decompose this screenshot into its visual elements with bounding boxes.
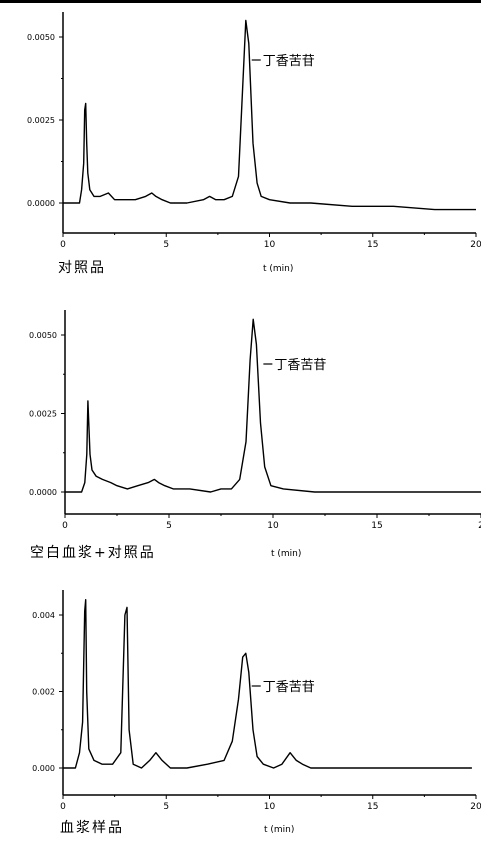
y-tick-label: 0.0050 bbox=[27, 33, 55, 42]
x-tick-label: 15 bbox=[367, 802, 378, 812]
x-tick-label: 5 bbox=[166, 521, 172, 531]
x-tick-label: 10 bbox=[264, 240, 276, 250]
peak-label: 丁香苦苷 bbox=[274, 357, 326, 373]
x-tick-label: 2 bbox=[478, 521, 481, 531]
x-tick-label: 0 bbox=[60, 240, 66, 250]
x-axis-label: t (min) bbox=[264, 825, 294, 835]
peak-label: 丁香苦苷 bbox=[263, 679, 315, 695]
x-axis-label: t (min) bbox=[271, 549, 301, 559]
series-line bbox=[63, 599, 472, 769]
y-tick-label: 0.0000 bbox=[27, 199, 55, 208]
y-tick-label: 0.0025 bbox=[27, 116, 55, 125]
y-tick-label: 0.000 bbox=[32, 764, 55, 773]
peak-label: 丁香苦苷 bbox=[263, 53, 315, 69]
panel-caption: 空白血浆+对照品 bbox=[30, 545, 156, 561]
x-tick-label: 20 bbox=[470, 240, 481, 250]
panel-caption: 血浆样品 bbox=[60, 820, 124, 836]
y-tick-label: 0.002 bbox=[32, 688, 55, 697]
x-tick-label: 5 bbox=[163, 240, 169, 250]
series-line bbox=[63, 19, 476, 211]
series-line bbox=[65, 318, 481, 493]
top-rule bbox=[0, 0, 481, 3]
x-tick-label: 15 bbox=[371, 521, 382, 531]
x-tick-label: 0 bbox=[62, 521, 68, 531]
x-tick-label: 5 bbox=[163, 802, 169, 812]
y-tick-label: 0.0025 bbox=[29, 410, 57, 419]
y-tick-label: 0.0050 bbox=[29, 331, 57, 340]
y-tick-label: 0.004 bbox=[32, 611, 55, 620]
x-axis-label: t (min) bbox=[263, 264, 293, 274]
panel-caption: 对照品 bbox=[58, 260, 106, 276]
y-tick-label: 0.0000 bbox=[29, 488, 57, 497]
x-tick-label: 10 bbox=[264, 802, 276, 812]
x-tick-label: 0 bbox=[60, 802, 66, 812]
x-tick-label: 10 bbox=[267, 521, 279, 531]
x-tick-label: 20 bbox=[470, 802, 481, 812]
x-tick-label: 15 bbox=[367, 240, 378, 250]
